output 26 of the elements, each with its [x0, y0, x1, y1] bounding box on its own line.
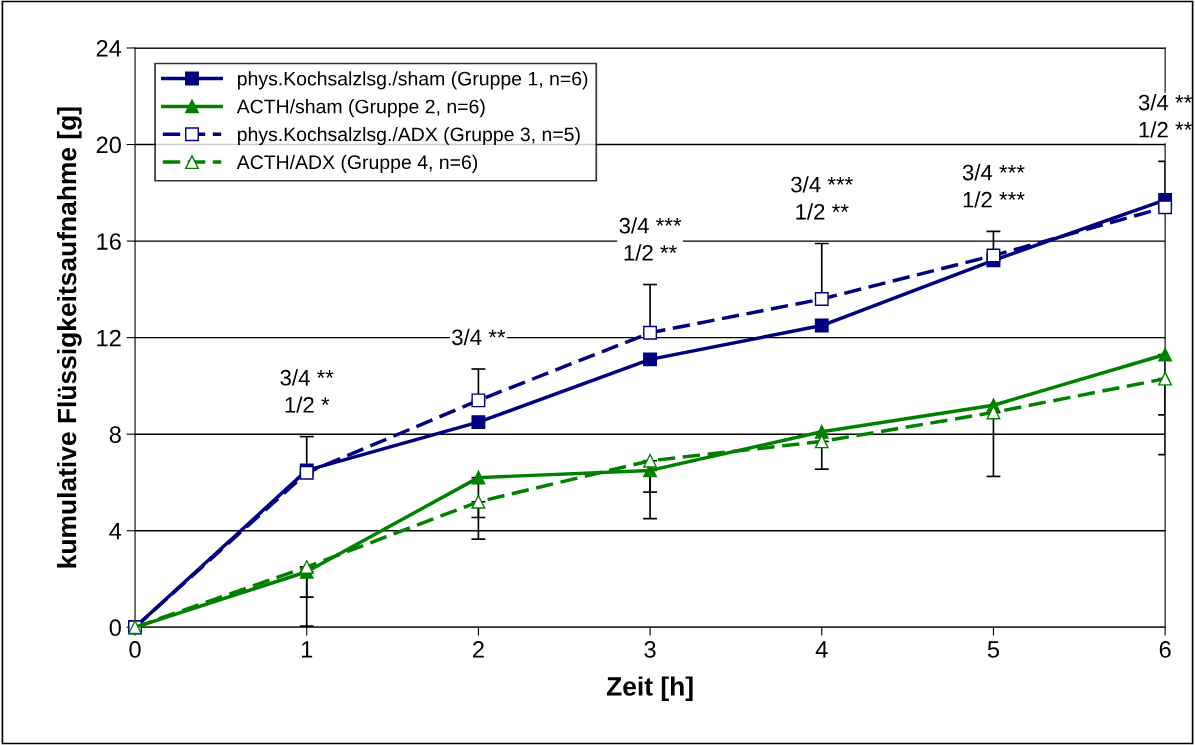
x-tick-label: 3 [644, 641, 656, 658]
x-tick-label: 6 [1159, 641, 1171, 658]
y-tick-label: 0 [109, 619, 121, 637]
y-tick-label: 20 [96, 136, 121, 154]
text: 3/4 *** 1/2 *** [962, 164, 1025, 208]
annotation: 3/4 *** 1/2 ** [619, 217, 682, 261]
legend-label: phys.Kochsalzlsg./sham (Gruppe 1, n=6) [237, 71, 588, 90]
legend-label: ACTH/ADX (Gruppe 4, n=6) [236, 154, 478, 173]
y-axis-title: kumulative Flüssigkeitsaufnahme [g] [56, 107, 82, 568]
annotation: 3/4 ** 1/2 * [280, 369, 334, 413]
y-tick-label: 12 [97, 329, 121, 347]
x-tick-label: 1 [301, 641, 313, 658]
x-tick-label: 5 [987, 641, 1000, 658]
x-tick-label: 0 [129, 641, 141, 658]
x-tick-label: 2 [473, 641, 484, 658]
y-tick-label: 24 [96, 40, 122, 57]
y-tick-label: 4 [109, 523, 122, 540]
y-tick-label: 16 [97, 233, 121, 250]
x-tick-label: 4 [815, 641, 828, 658]
y-tick-label: 8 [109, 426, 121, 443]
x-axis-title: Zeit [h] [606, 676, 693, 701]
legend-label: ACTH/sham (Gruppe 2, n=6) [236, 99, 485, 118]
legend-label: phys.Kochsalzlsg./ADX (Gruppe 3, n=5) [237, 126, 580, 146]
annotation: 3/4 ** [452, 328, 506, 346]
annotation: 3/4 *** 1/2 ** [791, 176, 853, 220]
annotation: 3/4 ** 1/2 ** [1138, 94, 1192, 138]
